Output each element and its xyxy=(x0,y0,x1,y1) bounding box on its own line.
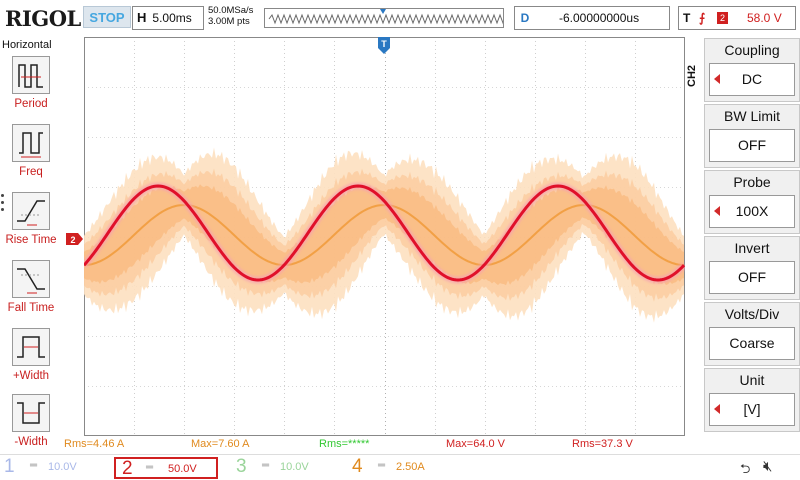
menu-value: DC xyxy=(709,63,795,96)
timebase-value: 5.00ms xyxy=(152,11,192,25)
speaker-muted-icon[interactable]: 🔇︎ xyxy=(763,458,773,475)
fall-time-icon xyxy=(12,260,50,298)
measure-item-period[interactable]: Period xyxy=(0,56,62,120)
memory-depth: 3.00M pts xyxy=(208,16,250,27)
measurement-ch3-rms: Rms=***** xyxy=(319,438,370,450)
measurement-ch4-max: Max=7.60 A xyxy=(191,438,250,450)
period-icon xyxy=(12,56,50,94)
measure-item-label: Freq xyxy=(19,166,43,178)
measure-item-fall-time[interactable]: Fall Time xyxy=(0,260,62,324)
dc-coupling-icon: ═ xyxy=(262,460,270,471)
channel-scale: 10.0V xyxy=(48,461,77,473)
rising-edge-icon: ⨍ xyxy=(699,11,706,25)
measure-item-label: Period xyxy=(14,98,48,110)
left-menu-title: Horizontal xyxy=(2,39,52,51)
delay-value: -6.00000000us xyxy=(559,11,640,25)
select-arrow-icon xyxy=(714,206,720,216)
positive-width-icon xyxy=(12,328,50,366)
run-state-badge[interactable]: STOP xyxy=(83,6,131,28)
top-status-bar: RIGOL STOP H 5.00ms 50.0MSa/s 3.00M pts D… xyxy=(0,0,800,36)
trigger-position-label: T xyxy=(381,39,387,49)
trigger-box[interactable]: T ⨍ 2 58.0 V xyxy=(678,6,796,30)
left-measure-menu: Horizontal Period Freq Rise Time Fall Ti… xyxy=(0,36,62,454)
negative-width-icon xyxy=(12,394,50,432)
menu-coupling[interactable]: Coupling DC xyxy=(704,38,800,102)
measurement-ch4-rms: Rms=4.46 A xyxy=(64,438,125,450)
rise-time-icon xyxy=(12,192,50,230)
channel-number: 4 xyxy=(352,456,363,477)
menu-value: OFF xyxy=(709,261,795,294)
channel-number: 2 xyxy=(122,458,133,479)
measure-item-positive-width[interactable]: +Width xyxy=(0,328,62,392)
horizontal-key: H xyxy=(137,10,147,25)
left-menu-page-dots xyxy=(1,194,5,215)
dc-coupling-icon: ═ xyxy=(146,462,154,473)
trigger-position-marker[interactable]: T xyxy=(377,37,391,55)
menu-label: Unit xyxy=(739,372,765,388)
brand-logo: RIGOL xyxy=(5,6,81,31)
menu-label: Volts/Div xyxy=(724,306,780,322)
measure-item-rise-time[interactable]: Rise Time xyxy=(0,192,62,256)
freq-icon xyxy=(12,124,50,162)
channel-tab: CH2 xyxy=(686,65,698,88)
menu-label: Probe xyxy=(733,174,771,190)
select-arrow-icon xyxy=(714,404,720,414)
channel-1-status[interactable]: 1 ═ 10.0V xyxy=(4,456,109,479)
ch4-envelope-band xyxy=(84,184,684,286)
memory-overview-strip[interactable] xyxy=(264,8,510,28)
ch2-offset-marker[interactable]: 2 xyxy=(66,232,84,246)
channel-4-status[interactable]: 4 ═ 2.50A xyxy=(352,456,457,479)
timebase-box[interactable]: H 5.00ms xyxy=(132,6,204,30)
trigger-key: T xyxy=(683,11,691,25)
ch2-offset-label: 2 xyxy=(70,235,75,245)
ch4-current-envelope xyxy=(84,147,684,323)
measure-item-freq[interactable]: Freq xyxy=(0,124,62,188)
waveform-grid[interactable] xyxy=(84,37,685,436)
menu-label: BW Limit xyxy=(724,108,780,124)
menu-bw-limit[interactable]: BW Limit OFF xyxy=(704,104,800,168)
channel-number: 3 xyxy=(236,456,247,477)
menu-invert[interactable]: Invert OFF xyxy=(704,236,800,300)
channel-2-status[interactable]: 2 ═ 50.0V xyxy=(114,457,218,479)
channel-3-status[interactable]: 3 ═ 10.0V xyxy=(236,456,341,479)
measure-item-label: -Width xyxy=(14,436,48,448)
dc-coupling-icon: ═ xyxy=(378,460,386,471)
delay-box[interactable]: D -6.00000000us xyxy=(514,6,670,30)
select-arrow-icon xyxy=(714,74,720,84)
channel-scale: 2.50A xyxy=(396,461,425,473)
channel-menu: CH2 Coupling DC BW Limit OFF Probe 100X … xyxy=(686,36,800,436)
menu-value: Coarse xyxy=(709,327,795,360)
measurement-ch2-rms: Rms=37.3 V xyxy=(572,438,633,450)
measure-item-negative-width[interactable]: -Width xyxy=(0,394,62,458)
channel-status-bar: 1 ═ 10.0V 2 ═ 50.0V 3 ═ 10.0V 4 ═ 2.50A … xyxy=(0,454,800,480)
ch2-voltage-trace xyxy=(84,184,685,282)
delay-key: D xyxy=(520,11,530,25)
usb-icon: ⮌ xyxy=(740,461,751,476)
menu-volts-div[interactable]: Volts/Div Coarse xyxy=(704,302,800,366)
dc-coupling-icon: ═ xyxy=(30,460,38,471)
sample-rate: 50.0MSa/s xyxy=(208,5,254,16)
measure-item-label: Fall Time xyxy=(7,302,55,314)
channel-number: 1 xyxy=(4,456,15,477)
measurement-bar: Rms=4.46 A Max=7.60 A Rms=***** Max=64.0… xyxy=(62,437,682,453)
channel-scale: 50.0V xyxy=(168,463,197,475)
channel-scale: 10.0V xyxy=(280,461,309,473)
memory-overview-waveform xyxy=(268,9,510,25)
menu-value: [V] xyxy=(709,393,795,426)
waveform-display xyxy=(84,37,685,436)
measure-item-label: Rise Time xyxy=(5,234,57,246)
menu-label: Coupling xyxy=(724,42,780,58)
menu-label: Invert xyxy=(734,240,770,256)
measurement-ch2-max: Max=64.0 V xyxy=(446,438,506,450)
menu-probe[interactable]: Probe 100X xyxy=(704,170,800,234)
menu-unit[interactable]: Unit [V] xyxy=(704,368,800,432)
measure-item-label: +Width xyxy=(12,370,50,382)
acquisition-info: 50.0MSa/s 3.00M pts xyxy=(208,5,253,27)
trigger-level-value: 58.0 V xyxy=(747,11,782,25)
trigger-source-badge: 2 xyxy=(717,12,728,24)
menu-value: 100X xyxy=(709,195,795,228)
menu-value: OFF xyxy=(709,129,795,162)
memory-position-marker xyxy=(380,9,386,14)
